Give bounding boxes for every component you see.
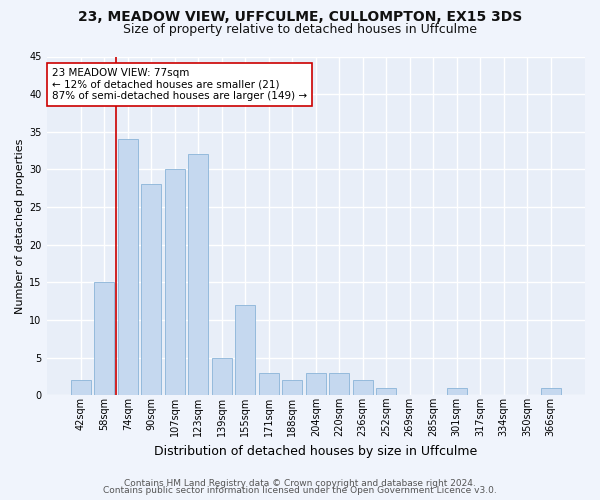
Text: Contains HM Land Registry data © Crown copyright and database right 2024.: Contains HM Land Registry data © Crown c… [124, 479, 476, 488]
Text: Size of property relative to detached houses in Uffculme: Size of property relative to detached ho… [123, 22, 477, 36]
Y-axis label: Number of detached properties: Number of detached properties [15, 138, 25, 314]
Bar [118, 140, 138, 396]
Bar [212, 358, 232, 396]
Bar [329, 372, 349, 396]
Bar [541, 388, 560, 396]
Text: 23, MEADOW VIEW, UFFCULME, CULLOMPTON, EX15 3DS: 23, MEADOW VIEW, UFFCULME, CULLOMPTON, E… [78, 10, 522, 24]
Bar [188, 154, 208, 396]
Bar [259, 372, 279, 396]
Bar [376, 388, 396, 396]
Bar [353, 380, 373, 396]
Bar [71, 380, 91, 396]
Text: 23 MEADOW VIEW: 77sqm
← 12% of detached houses are smaller (21)
87% of semi-deta: 23 MEADOW VIEW: 77sqm ← 12% of detached … [52, 68, 307, 101]
Bar [283, 380, 302, 396]
X-axis label: Distribution of detached houses by size in Uffculme: Distribution of detached houses by size … [154, 444, 478, 458]
Bar [94, 282, 115, 396]
Bar [235, 305, 256, 396]
Bar [306, 372, 326, 396]
Bar [165, 170, 185, 396]
Bar [446, 388, 467, 396]
Bar [142, 184, 161, 396]
Text: Contains public sector information licensed under the Open Government Licence v3: Contains public sector information licen… [103, 486, 497, 495]
